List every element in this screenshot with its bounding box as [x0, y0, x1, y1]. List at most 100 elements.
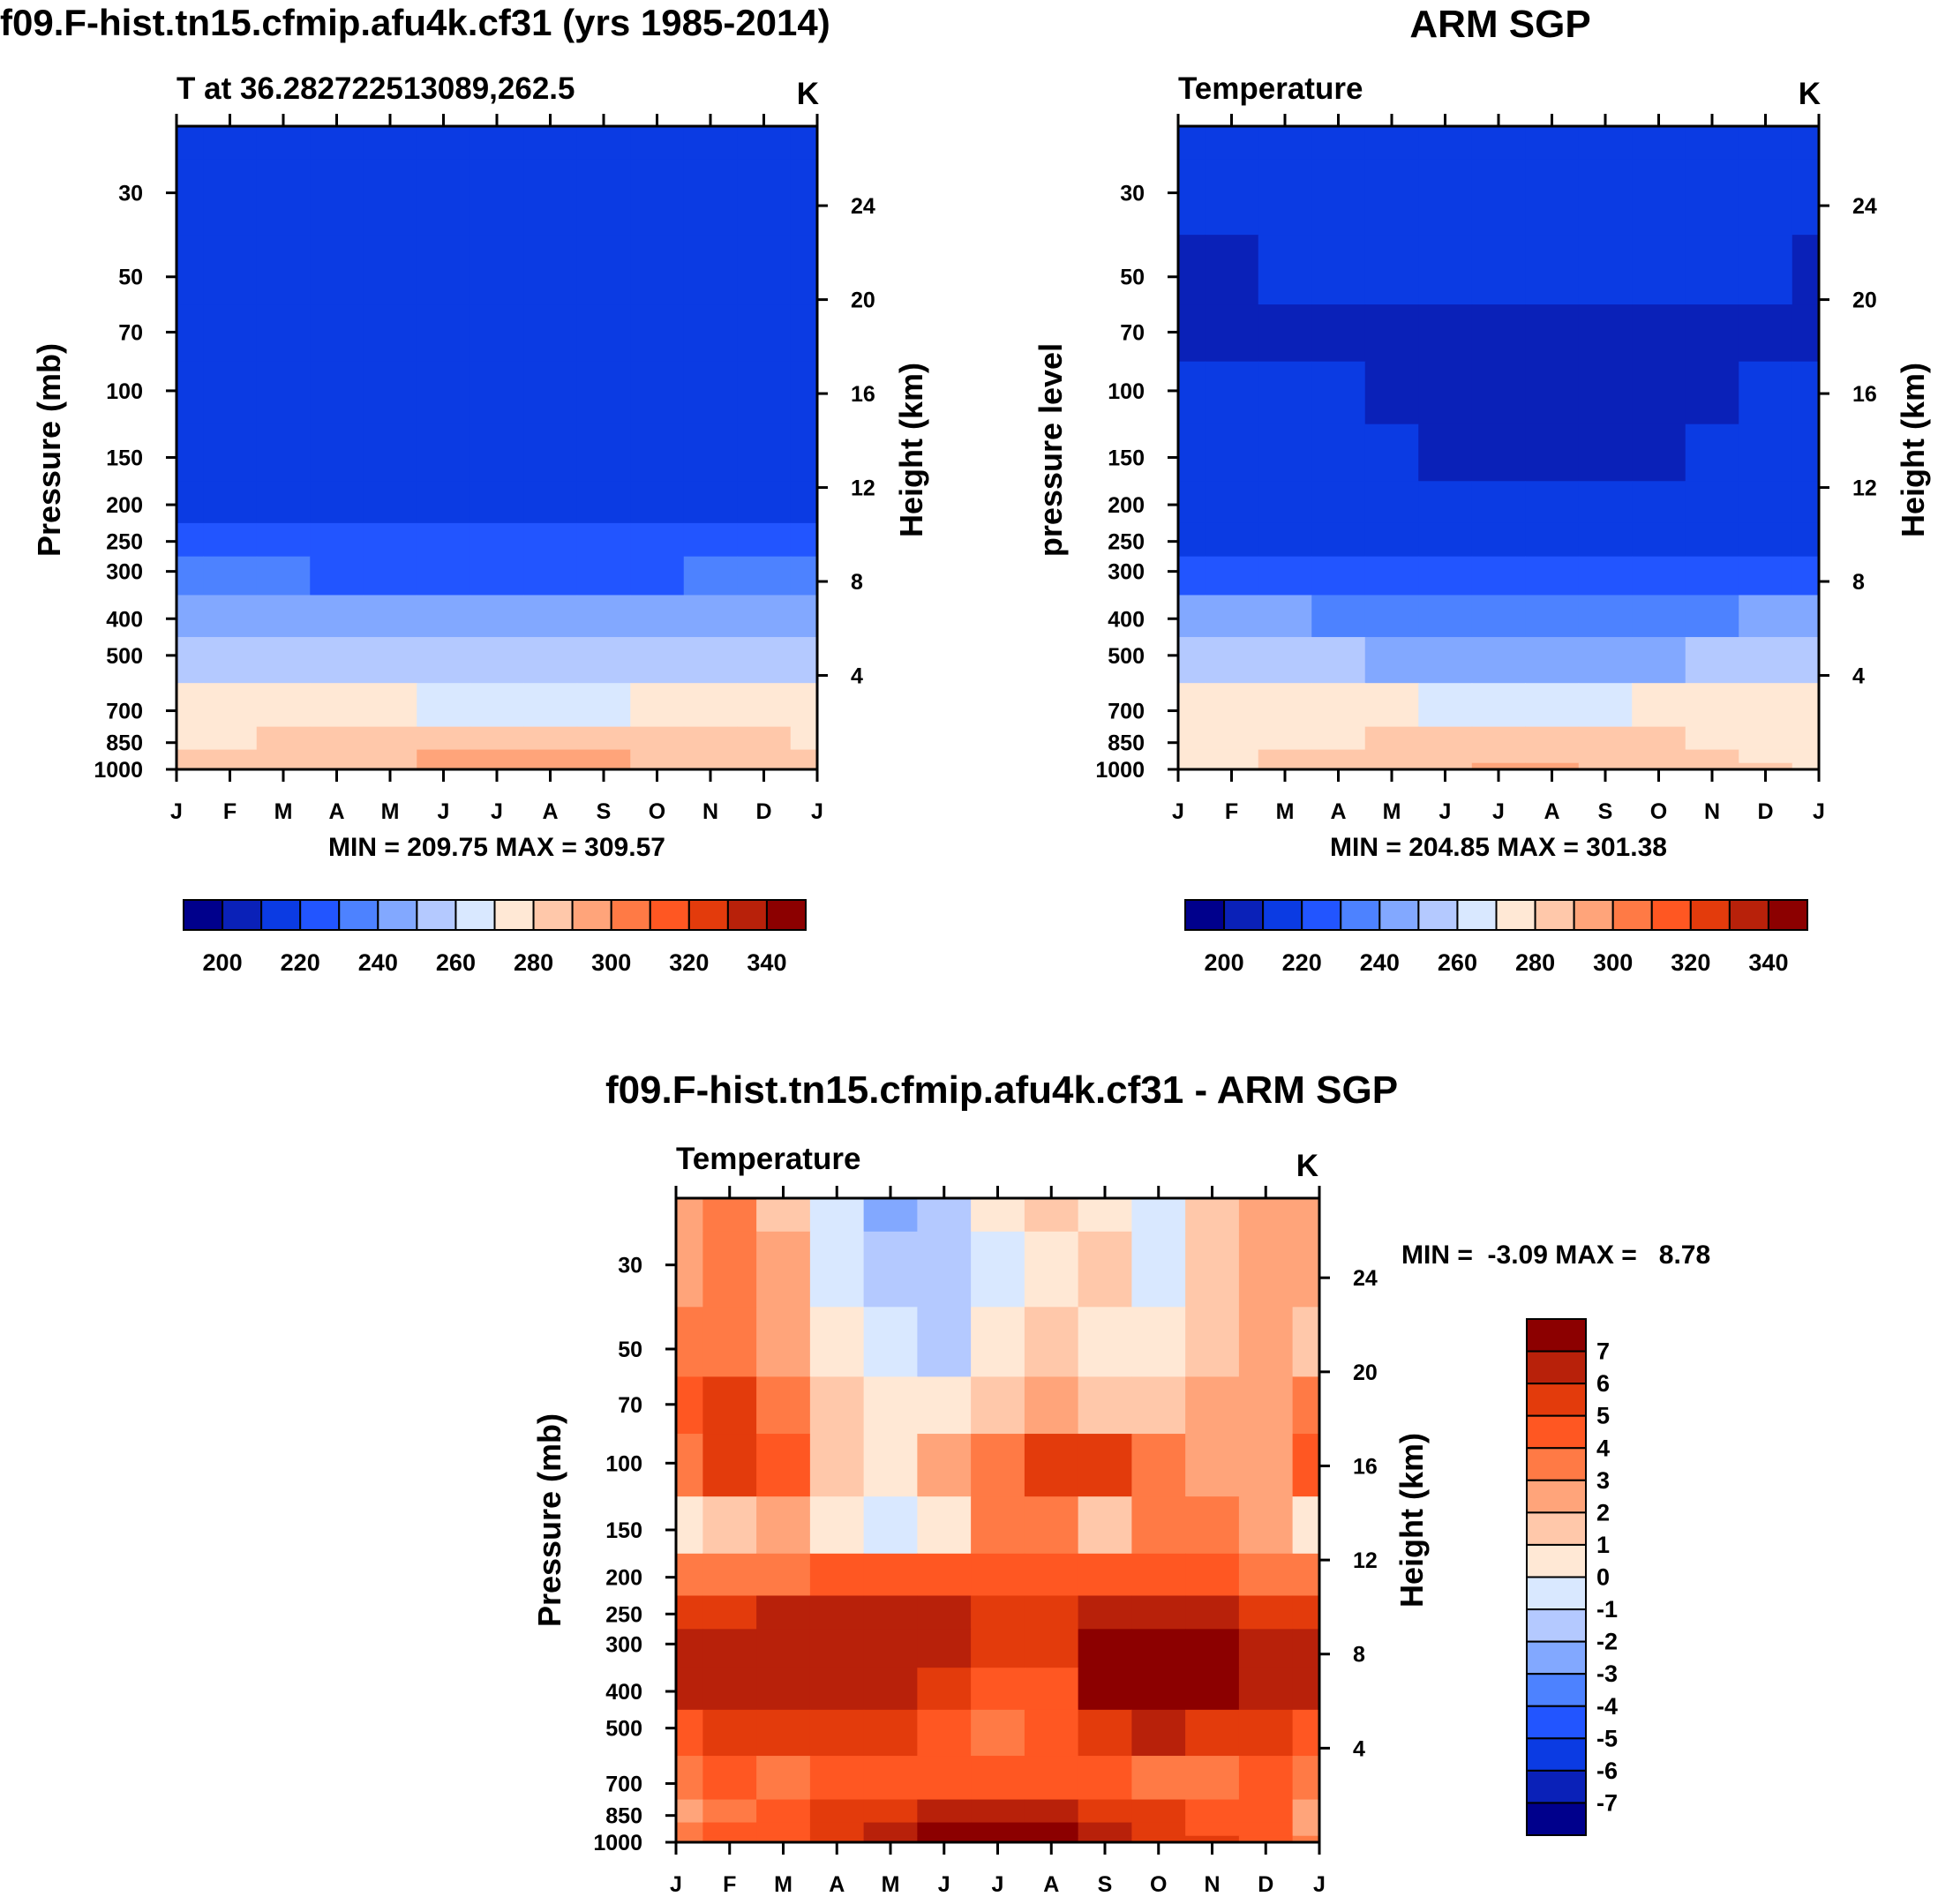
contour-cell	[702, 1595, 757, 1630]
contour-cell	[576, 749, 631, 764]
x-tick-label: F	[723, 1872, 736, 1897]
y-right-tick-label: 20	[1852, 289, 1877, 313]
contour-cell	[417, 749, 471, 764]
x-tick-label: J	[1172, 799, 1184, 824]
contour-cell	[1292, 1756, 1320, 1801]
colorbar-label: 260	[436, 949, 476, 976]
contour-cell	[702, 1198, 757, 1233]
contour-cell	[1632, 637, 1686, 684]
contour-cell	[1131, 1307, 1186, 1377]
colorbar-box	[1184, 899, 1226, 931]
contour-cell	[1258, 235, 1312, 305]
contour-cell	[1185, 1756, 1240, 1801]
y-right-tick-label: 4	[1852, 664, 1865, 689]
contour-cell	[256, 762, 311, 770]
contour-cell	[417, 556, 471, 596]
panel-obs-subtitle-right: K	[1799, 77, 1821, 111]
y-tick-label: 700	[106, 700, 143, 724]
contour-cell	[523, 235, 578, 305]
contour-cell	[1685, 361, 1739, 425]
contour-cell	[1525, 683, 1580, 728]
colorbar-box	[1650, 899, 1692, 931]
contour-cell	[1178, 762, 1206, 770]
contour-cell	[1292, 1307, 1320, 1377]
panel-model: f09.F-hist.tn15.cfmip.afu4k.cf31 (yrs 19…	[0, 2, 929, 976]
contour-cell	[523, 556, 578, 596]
contour-cell	[702, 1756, 757, 1801]
colorbar-box	[493, 899, 535, 931]
contour-cell	[863, 1629, 918, 1668]
y-tick-label: 1000	[1095, 758, 1145, 783]
contour-cell	[790, 361, 818, 425]
y-tick-label: 150	[605, 1518, 642, 1543]
contour-cell	[1205, 126, 1259, 161]
colorbar-label: 300	[1593, 949, 1633, 976]
contour-cell	[1525, 126, 1580, 161]
contour-cell	[1471, 304, 1526, 363]
x-tick-label: M	[774, 1872, 792, 1897]
contour-cell	[1178, 235, 1206, 305]
contour-cell	[523, 595, 578, 638]
contour-cell	[1739, 159, 1793, 236]
contour-cell	[1685, 424, 1739, 482]
contour-cell	[1578, 726, 1633, 751]
contour-cell	[1632, 159, 1686, 236]
contour-cell	[203, 481, 258, 524]
contour-cell	[203, 304, 258, 363]
y-right-tick-label: 8	[851, 570, 863, 595]
contour-cell	[1632, 235, 1686, 305]
colorbar-label: 7	[1596, 1338, 1610, 1365]
y-tick-label: 30	[618, 1254, 642, 1278]
contour-cell	[1078, 1434, 1132, 1497]
contour-cell	[1364, 159, 1419, 236]
contour-cell	[1471, 522, 1526, 558]
contour-cell	[203, 126, 258, 161]
contour-cell	[256, 637, 311, 684]
contour-cell	[737, 522, 792, 558]
contour-cell	[917, 1434, 972, 1497]
contour-cell	[809, 1756, 865, 1801]
colorbar-label: 240	[1360, 949, 1400, 976]
contour-cell	[676, 1756, 703, 1801]
colorbar-label: 200	[1205, 949, 1244, 976]
contour-cell	[1792, 235, 1820, 305]
contour-cell	[809, 1231, 865, 1308]
x-tick-label: J	[811, 799, 823, 824]
contour-cell	[1178, 556, 1206, 596]
colorbar-label: 280	[514, 949, 553, 976]
contour-cell	[1178, 595, 1206, 638]
x-tick-label: M	[381, 799, 400, 824]
contour-cell	[1205, 481, 1259, 524]
contour-cell	[971, 1799, 1025, 1824]
y-right-tick-label: 20	[1353, 1361, 1378, 1385]
y-tick-label: 150	[106, 446, 143, 470]
contour-cell	[203, 637, 258, 684]
contour-cell	[809, 1709, 865, 1757]
contour-cell	[1205, 361, 1259, 425]
contour-cell	[756, 1835, 811, 1843]
contour-cell	[1024, 1629, 1079, 1668]
colorbar-label: 5	[1596, 1403, 1610, 1429]
contour-cell	[917, 1231, 972, 1308]
contour-cell	[702, 1553, 757, 1597]
contour-cell	[363, 683, 417, 728]
colorbar-box	[1728, 899, 1769, 931]
contour-cell	[203, 762, 258, 770]
contour-cell	[1418, 304, 1473, 363]
contour-cell	[1205, 304, 1259, 363]
panel-model-title: f09.F-hist.tn15.cfmip.afu4k.cf31 (yrs 19…	[0, 2, 830, 43]
contour-cell	[702, 1496, 757, 1555]
y-right-tick-label: 12	[1353, 1548, 1378, 1573]
contour-cell	[576, 159, 631, 236]
colorbar-box	[1526, 1640, 1587, 1675]
contour-cell	[256, 726, 311, 751]
contour-cell	[256, 683, 311, 728]
contour-cell	[1471, 424, 1526, 482]
contour-cell	[1024, 1496, 1079, 1555]
contour-cell	[630, 481, 685, 524]
x-tick-label: D	[1258, 1872, 1273, 1897]
colorbar-box	[1262, 899, 1303, 931]
y-tick-label: 300	[1108, 560, 1145, 585]
contour-cell	[1078, 1835, 1132, 1843]
contour-cell	[917, 1709, 972, 1757]
